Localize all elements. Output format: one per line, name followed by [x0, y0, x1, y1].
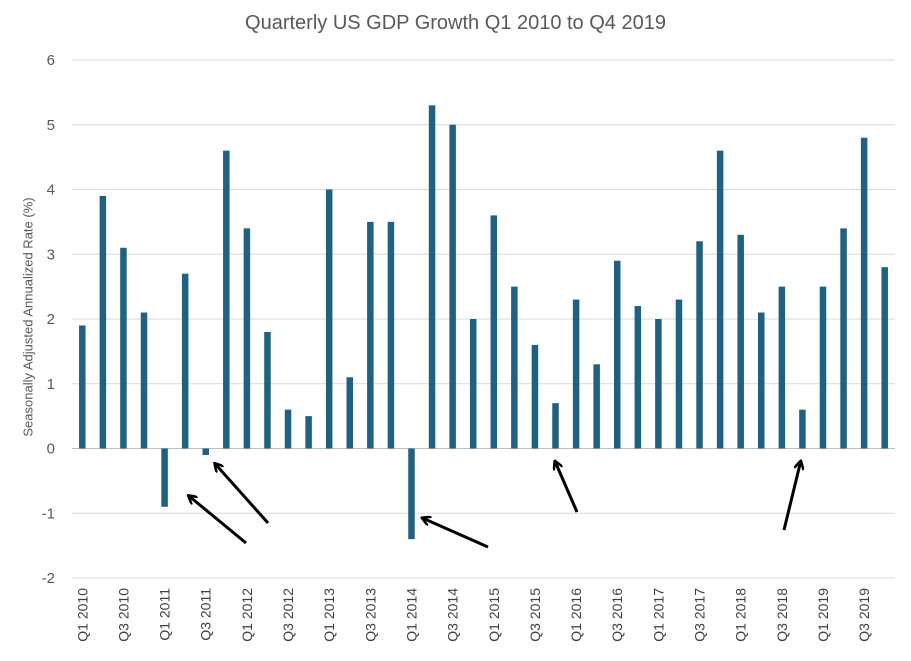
y-tick-label: 0 [47, 441, 55, 458]
bar [387, 221, 395, 449]
bar [572, 299, 580, 449]
bar [449, 124, 456, 449]
y-tick-labels: -2 -1 0 1 2 3 4 5 6 [42, 52, 55, 587]
annotation-arrow [423, 519, 489, 549]
bar [840, 228, 847, 449]
y-tick-label: 2 [47, 311, 55, 328]
bar [860, 137, 868, 449]
bar [819, 286, 827, 449]
x-tick-label: Q3 2013 [362, 588, 378, 642]
bar [531, 344, 539, 449]
bars [79, 105, 888, 540]
bar [346, 377, 354, 449]
bar [655, 319, 662, 449]
x-tick-label: Q3 2014 [445, 588, 461, 642]
x-tick-label: Q3 2012 [280, 588, 296, 642]
annotation-arrow [782, 463, 800, 531]
bar [264, 331, 271, 449]
bar [181, 273, 189, 449]
bar [613, 260, 621, 449]
bar [161, 448, 168, 507]
bar [140, 312, 148, 449]
x-tick-label: Q1 2019 [815, 588, 831, 642]
x-tick-label: Q3 2019 [856, 588, 872, 642]
y-tick-label: 5 [47, 117, 55, 134]
y-tick-label: 3 [47, 246, 55, 263]
bar [675, 299, 683, 449]
bar [305, 416, 312, 449]
annotation-arrow [190, 497, 247, 545]
x-tick-label: Q1 2013 [321, 588, 337, 642]
x-tick-label: Q1 2012 [239, 588, 255, 642]
chart-title: Quarterly US GDP Growth Q1 2010 to Q4 20… [245, 12, 666, 34]
x-tick-label: Q3 2016 [609, 588, 625, 642]
x-tick-label: Q1 2010 [74, 588, 90, 642]
bar [490, 215, 498, 449]
bar [696, 241, 703, 449]
bar [99, 195, 107, 449]
bar [79, 325, 86, 449]
bar [593, 364, 600, 449]
bar [799, 409, 806, 449]
x-tick-label: Q3 2010 [115, 588, 131, 642]
bar [243, 228, 251, 449]
x-tick-label: Q1 2015 [486, 588, 502, 642]
bar [408, 448, 415, 540]
bar [428, 105, 436, 449]
bar [469, 319, 477, 449]
bar [778, 286, 786, 449]
bar [881, 267, 888, 449]
x-tick-label: Q1 2018 [733, 588, 749, 642]
x-tick-label: Q1 2014 [403, 588, 419, 642]
x-tick-label: Q1 2017 [650, 588, 666, 642]
bar [284, 409, 292, 449]
annotation-arrow [216, 465, 270, 524]
x-tick-labels: Q1 2010 Q3 2010 Q1 2011 Q3 2011 Q1 2012 Q3 20… [74, 588, 872, 642]
x-tick-label: Q1 2011 [157, 588, 173, 641]
y-tick-label: 6 [47, 52, 55, 69]
bar [325, 189, 333, 449]
bar [202, 448, 209, 455]
bar [511, 286, 518, 449]
y-tick-label: 4 [47, 182, 55, 199]
bar [634, 306, 642, 449]
y-tick-label: 1 [47, 376, 55, 393]
bar [758, 312, 765, 449]
bar [367, 221, 374, 449]
x-tick-label: Q3 2017 [692, 588, 708, 642]
y-tick-label: -2 [42, 570, 55, 587]
x-tick-label: Q3 2011 [198, 588, 214, 641]
x-tick-label: Q1 2016 [568, 588, 584, 642]
bar [552, 403, 559, 449]
y-tick-label: -1 [42, 505, 55, 522]
gridlines [72, 59, 895, 579]
bar [716, 150, 724, 449]
bar [120, 247, 127, 449]
annotation-arrow [556, 463, 579, 513]
x-tick-label: Q3 2018 [774, 588, 790, 642]
bar [223, 150, 230, 449]
annotation-arrows [190, 463, 801, 549]
bar [737, 234, 744, 449]
x-tick-label: Q3 2015 [527, 588, 543, 642]
